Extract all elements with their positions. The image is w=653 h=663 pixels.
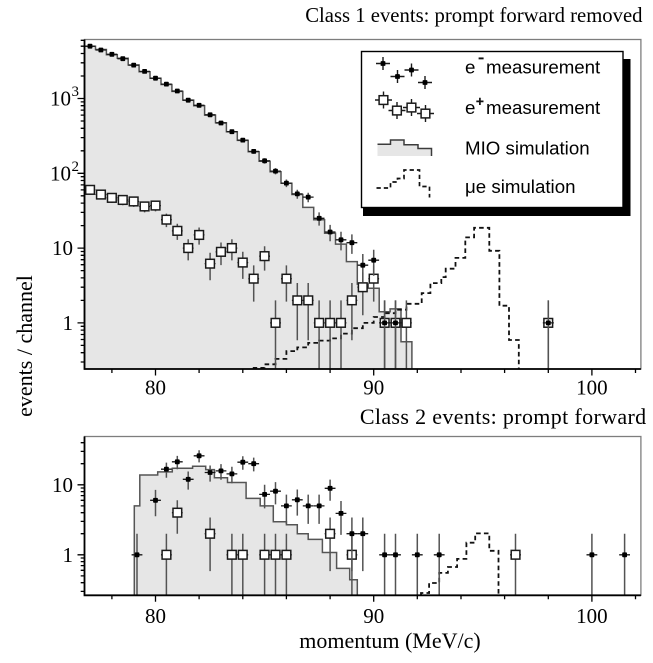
svg-text:μe simulation: μe simulation	[465, 176, 575, 197]
svg-text:80: 80	[145, 604, 166, 628]
svg-text:Class 1 events: prompt forward: Class 1 events: prompt forward removed	[305, 5, 643, 27]
svg-text:10: 10	[52, 236, 73, 260]
svg-text:90: 90	[363, 604, 384, 628]
svg-text:100: 100	[576, 604, 608, 628]
svg-text:90: 90	[363, 376, 384, 400]
svg-text:MIO simulation: MIO simulation	[465, 138, 590, 159]
svg-text:3: 3	[72, 84, 80, 100]
svg-text:e: e	[465, 57, 475, 78]
svg-text:2: 2	[72, 159, 80, 175]
svg-text:10: 10	[52, 473, 73, 497]
svg-text:100: 100	[576, 376, 608, 400]
svg-text:momentum (MeV/c): momentum (MeV/c)	[299, 628, 480, 653]
svg-text:events / channel: events / channel	[12, 275, 37, 417]
svg-text:measurement: measurement	[486, 97, 601, 118]
svg-text:measurement: measurement	[486, 57, 601, 78]
svg-text:1: 1	[63, 311, 74, 335]
svg-text:1: 1	[63, 543, 74, 567]
svg-text:e: e	[465, 97, 475, 118]
svg-text:10: 10	[50, 161, 71, 185]
svg-text:10: 10	[50, 87, 71, 111]
svg-text:Class 2 events: prompt forward: Class 2 events: prompt forward	[360, 404, 647, 429]
svg-text:80: 80	[145, 376, 166, 400]
